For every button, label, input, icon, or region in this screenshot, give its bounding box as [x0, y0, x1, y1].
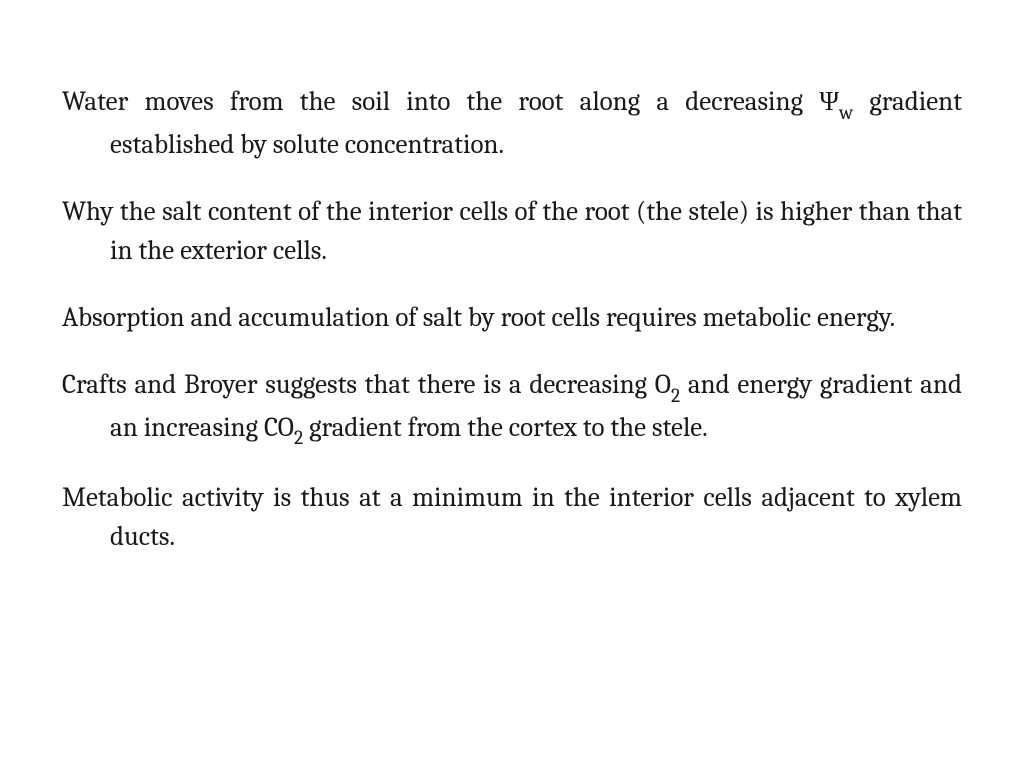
p5-text: Metabolic activity is thus at a minimum … [62, 482, 962, 552]
p3-text: Absorption and accumulation of salt by r… [62, 302, 895, 333]
paragraph-4: Crafts and Broyer suggests that there is… [62, 365, 962, 450]
document-page: Water moves from the soil into the root … [0, 0, 1024, 768]
co2-subscript: 2 [294, 427, 303, 449]
paragraph-2: Why the salt content of the interior cel… [62, 192, 962, 270]
p4-text-a: Crafts and Broyer suggests that there is… [62, 369, 671, 400]
p2-text: Why the salt content of the interior cel… [62, 196, 962, 266]
paragraph-3: Absorption and accumulation of salt by r… [62, 298, 962, 337]
p4-text-c: gradient from the cortex to the stele. [303, 412, 708, 443]
psi-subscript: w [839, 102, 853, 124]
paragraph-5: Metabolic activity is thus at a minimum … [62, 478, 962, 556]
o2-subscript: 2 [671, 385, 680, 407]
p1-text-pre: Water moves from the soil into the root … [62, 86, 839, 117]
paragraph-1: Water moves from the soil into the root … [62, 82, 962, 164]
